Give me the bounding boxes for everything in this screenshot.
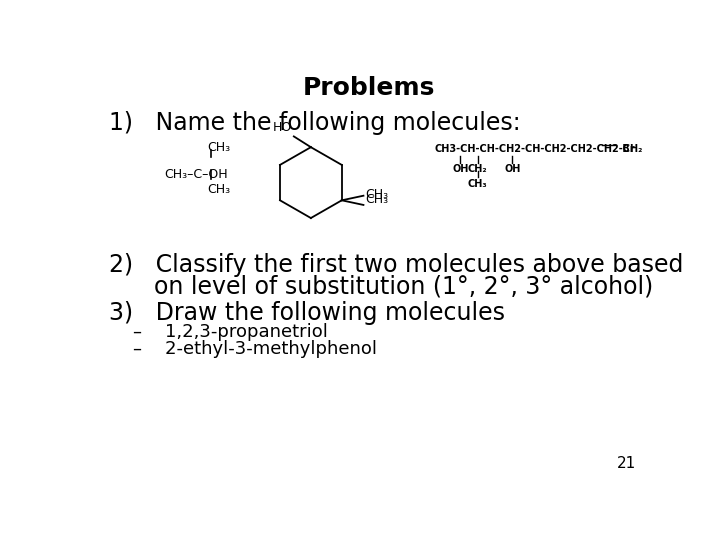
Text: HO: HO	[273, 121, 292, 134]
Text: –    2-ethyl-3-methylphenol: – 2-ethyl-3-methylphenol	[132, 340, 377, 359]
Text: CH₃–C–OH: CH₃–C–OH	[164, 167, 228, 181]
Text: 1)   Name the following molecules:: 1) Name the following molecules:	[109, 111, 521, 135]
Text: CH₂: CH₂	[468, 164, 487, 174]
Text: CH₃: CH₃	[365, 193, 388, 206]
Text: CH₃: CH₃	[207, 183, 230, 196]
Text: CH₃: CH₃	[365, 188, 388, 201]
Text: CH₃: CH₃	[468, 179, 487, 189]
Text: OH: OH	[452, 164, 469, 174]
Text: Br: Br	[618, 145, 634, 154]
Text: –    1,2,3-propanetriol: – 1,2,3-propanetriol	[132, 323, 328, 341]
Text: OH: OH	[504, 164, 521, 174]
Text: CH₃: CH₃	[207, 141, 230, 154]
Text: 3)   Draw the following molecules: 3) Draw the following molecules	[109, 301, 505, 325]
Text: 2)   Classify the first two molecules above based: 2) Classify the first two molecules abov…	[109, 253, 684, 278]
Text: Problems: Problems	[303, 76, 435, 100]
Text: on level of substitution (1°, 2°, 3° alcohol): on level of substitution (1°, 2°, 3° alc…	[109, 274, 654, 298]
Text: 21: 21	[617, 456, 636, 471]
Text: CH3-CH-CH-CH2-CH-CH2-CH2-CH2-CH₂: CH3-CH-CH-CH2-CH-CH2-CH2-CH2-CH₂	[435, 145, 643, 154]
